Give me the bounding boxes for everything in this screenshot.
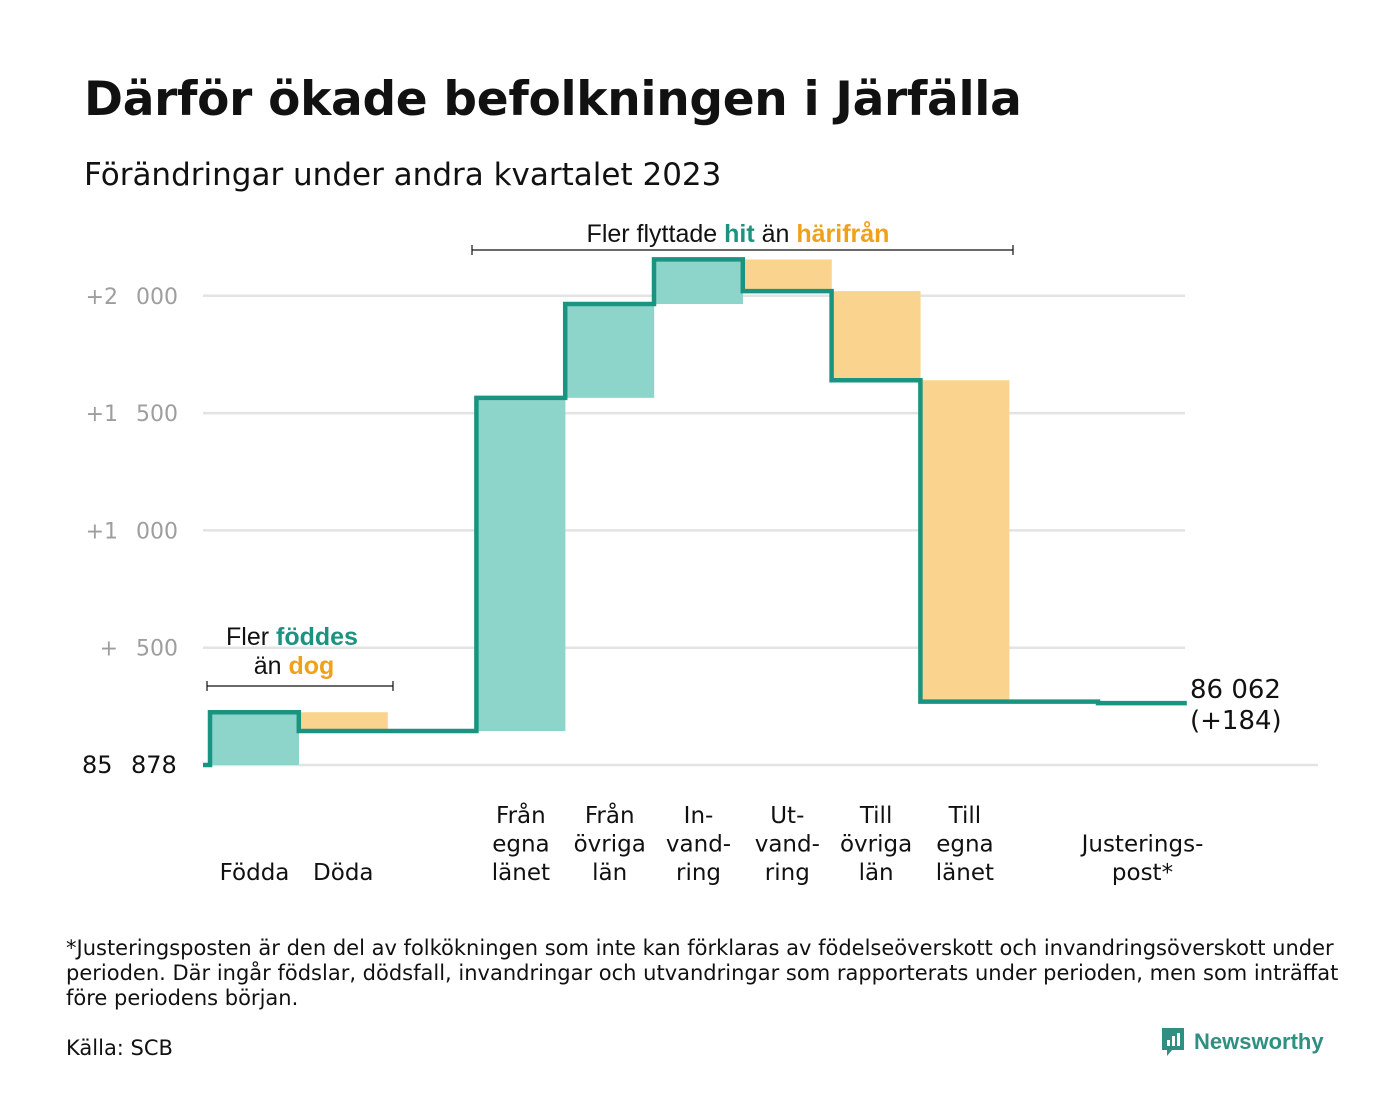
annotation-text: än (755, 220, 797, 248)
brand-name: Newsworthy (1194, 1029, 1324, 1054)
births-annotation-line1: Fler föddes (226, 623, 358, 651)
annotation-text: Fler (226, 623, 276, 651)
y-tick-label-value: 000 (136, 519, 178, 544)
chart-title: Därför ökade befolkningen i Järfälla (84, 72, 1022, 127)
category-label: egna (936, 832, 993, 858)
cumulative-step-line (203, 257, 1187, 768)
category-label: övriga (840, 832, 912, 858)
category-label: In- (684, 803, 714, 829)
births-bracket (206, 681, 394, 691)
category-label: vand- (666, 832, 731, 858)
category-label: Döda (313, 860, 373, 886)
newsworthy-logo-icon (1162, 1028, 1184, 1056)
decrease-bar (920, 380, 1010, 702)
category-label: Till (859, 803, 893, 829)
increase-bar (654, 259, 743, 305)
category-label: Födda (220, 860, 290, 886)
category-label: övriga (574, 832, 646, 858)
footnote: *Justeringsposten är den del av folkökni… (66, 936, 1339, 1010)
end-change-label: (+184) (1190, 706, 1282, 736)
births-annotation-line2: än dog (254, 652, 335, 680)
baseline-label-thousands: 85 (82, 751, 113, 779)
category-label: Till (948, 803, 982, 829)
source-note: Källa: SCB (66, 1036, 173, 1060)
waterfall-chart: +500 +1 000 +1 500 +2 000 85 878 Födda Döda Från egn… (82, 220, 1318, 886)
annotation-highlight-away: härifrån (796, 220, 889, 248)
annotation-highlight-here: hit (724, 220, 755, 248)
annotation-highlight-born: föddes (276, 623, 358, 651)
category-label: Från (496, 801, 546, 829)
y-tick-label-value: 500 (136, 402, 178, 427)
decrease-bar (298, 712, 388, 731)
migration-bracket (471, 245, 1014, 255)
chart-subtitle: Förändringar under andra kvartalet 2023 (84, 157, 722, 193)
category-label: län (592, 860, 627, 886)
category-label: vand- (755, 832, 820, 858)
annotation-highlight-died: dog (288, 652, 334, 680)
y-tick-label-sign: + (100, 637, 118, 662)
category-label: ring (765, 860, 810, 886)
end-value-label: 86 062 (1190, 675, 1281, 705)
y-tick-label-value: 500 (136, 637, 178, 662)
newsworthy-logo: Newsworthy (1160, 1026, 1324, 1058)
annotation-text: än (254, 652, 289, 680)
decrease-bar (831, 291, 921, 381)
y-tick-label-sign: +1 (86, 402, 118, 427)
category-label: länet (936, 860, 994, 886)
increase-bar (476, 397, 566, 731)
decrease-bar (742, 259, 832, 292)
increase-bar (565, 304, 655, 398)
category-label: ring (676, 860, 721, 886)
category-label: Från (585, 801, 635, 829)
category-label: Justerings- (1080, 832, 1204, 858)
y-tick-label-value: 000 (136, 285, 178, 310)
category-label: länet (492, 860, 550, 886)
category-label: Ut- (770, 803, 804, 829)
y-tick-label-sign: +1 (86, 519, 118, 544)
annotation-text: Fler flyttade (587, 220, 725, 248)
category-label: post* (1112, 860, 1173, 886)
migration-annotation: Fler flyttade hit än härifrån (587, 220, 890, 248)
category-label: egna (492, 832, 549, 858)
category-label: län (859, 860, 894, 886)
baseline-label-units: 878 (131, 751, 177, 779)
y-tick-label-sign: +2 (86, 285, 118, 310)
increase-bar (210, 712, 299, 765)
